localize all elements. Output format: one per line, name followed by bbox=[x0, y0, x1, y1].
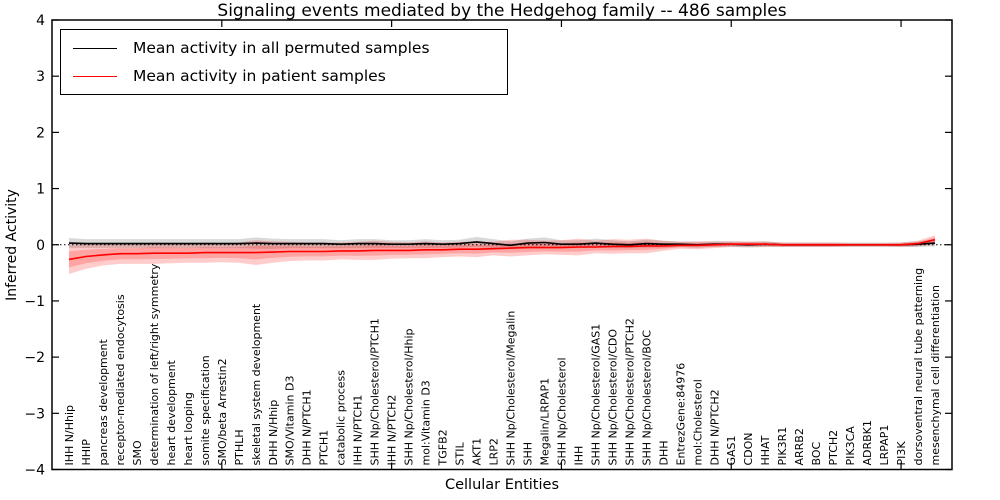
x-category-label: IHH bbox=[572, 446, 585, 466]
x-category-label: TGFB2 bbox=[437, 429, 450, 466]
x-category-label: PIK3R1 bbox=[776, 427, 789, 466]
x-category-label: SHH bbox=[521, 442, 534, 466]
x-category-label: HHIP bbox=[80, 439, 93, 466]
x-category-label: GAS1 bbox=[725, 435, 738, 465]
x-category-label: somite specification bbox=[199, 355, 212, 465]
y-tick-label: −1 bbox=[24, 294, 45, 310]
y-tick-label: 0 bbox=[36, 238, 45, 254]
x-category-label: SHH Np/Cholesterol/CDO bbox=[606, 329, 619, 466]
x-category-label: SHH Np/Cholesterol/BOC bbox=[640, 330, 653, 466]
x-category-label: ARRB2 bbox=[793, 428, 806, 465]
x-category-label: skeletal system development bbox=[250, 303, 263, 465]
x-category-label: mol:Vitamin D3 bbox=[420, 380, 433, 465]
x-category-label: BOC bbox=[810, 441, 823, 465]
x-category-label: SMO/Vitamin D3 bbox=[284, 376, 297, 466]
x-category-label: SHH Np/Cholesterol/Hhip bbox=[403, 328, 416, 465]
x-category-label: PTCH1 bbox=[318, 430, 331, 466]
x-category-label: PIK3CA bbox=[844, 426, 857, 466]
x-category-label: SHH Np/Cholesterol/Megalin bbox=[504, 311, 517, 466]
x-category-label: SMO/beta Arrestin2 bbox=[216, 358, 229, 465]
x-category-label: SHH Np/Cholesterol/GAS1 bbox=[589, 324, 602, 466]
x-category-label: PTCH2 bbox=[827, 430, 840, 466]
x-category-label: SHH Np/Cholesterol/PTCH2 bbox=[623, 318, 636, 465]
x-category-label: PTHLH bbox=[233, 429, 246, 465]
x-axis-label: Cellular Entities bbox=[444, 477, 560, 493]
x-category-label: SHH Np/Cholesterol bbox=[555, 357, 568, 465]
y-tick-label: 1 bbox=[36, 182, 45, 198]
legend-line-permuted-icon bbox=[73, 47, 117, 49]
x-category-label: dorsoventral neural tube patterning bbox=[912, 268, 925, 466]
legend-entry-permuted: Mean activity in all permuted samples bbox=[73, 34, 507, 62]
x-category-label: LRPAP1 bbox=[878, 425, 891, 466]
x-category-label: heart development bbox=[165, 359, 178, 465]
y-tick-label: 3 bbox=[36, 69, 45, 85]
x-category-label: LRP2 bbox=[488, 438, 501, 465]
x-category-label: STIL bbox=[454, 442, 467, 466]
x-category-label: IHH N/Hhip bbox=[63, 405, 76, 466]
x-category-label: Megalin/LRPAP1 bbox=[538, 378, 551, 466]
permuted-confidence-band bbox=[69, 236, 935, 250]
x-category-label: SHH Np/Cholesterol/PTCH1 bbox=[369, 318, 382, 465]
x-category-label: IHH N/PTCH1 bbox=[352, 395, 365, 466]
x-category-label: PI3K bbox=[895, 441, 908, 466]
x-category-label: determination of left/right symmetry bbox=[148, 263, 161, 465]
legend-box: Mean activity in all permuted samples Me… bbox=[60, 29, 508, 95]
legend-entry-patient: Mean activity in patient samples bbox=[73, 62, 507, 90]
y-tick-label: −2 bbox=[24, 350, 45, 366]
x-category-label: mol:Cholesterol bbox=[691, 379, 704, 465]
patient-mean-line bbox=[68, 238, 936, 261]
x-category-label: DHH bbox=[657, 440, 670, 465]
x-category-label: catabolic process bbox=[335, 370, 348, 466]
legend-label-permuted: Mean activity in all permuted samples bbox=[133, 39, 430, 57]
x-category-label: receptor-mediated endocytosis bbox=[114, 294, 127, 465]
legend-line-patient-icon bbox=[73, 75, 117, 77]
x-category-label: DHH N/PTCH1 bbox=[301, 389, 314, 465]
y-tick-label: −3 bbox=[24, 406, 45, 422]
x-category-label: CDON bbox=[742, 432, 755, 465]
x-category-label: pancreas development bbox=[97, 338, 110, 465]
y-tick-label: −4 bbox=[24, 463, 45, 479]
y-tick-label: 2 bbox=[36, 125, 45, 141]
x-category-label: mesenchymal cell differentiation bbox=[929, 285, 942, 466]
y-tick-label: 4 bbox=[36, 13, 45, 29]
x-category-label: SMO bbox=[131, 440, 144, 465]
x-category-label: EntrezGene:84976 bbox=[674, 363, 687, 466]
legend-label-patient: Mean activity in patient samples bbox=[133, 67, 386, 85]
chart-title: Signaling events mediated by the Hedgeho… bbox=[217, 1, 787, 21]
x-category-label: DHH N/Hhip bbox=[267, 400, 280, 466]
x-category-label: ADRBK1 bbox=[861, 420, 874, 465]
x-category-label: AKT1 bbox=[471, 438, 484, 466]
x-category-label: DHH N/PTCH2 bbox=[708, 389, 721, 465]
x-category-label: IHH N/PTCH2 bbox=[386, 395, 399, 466]
x-category-label: heart looping bbox=[182, 392, 195, 465]
x-category-label: HHAT bbox=[759, 435, 772, 465]
